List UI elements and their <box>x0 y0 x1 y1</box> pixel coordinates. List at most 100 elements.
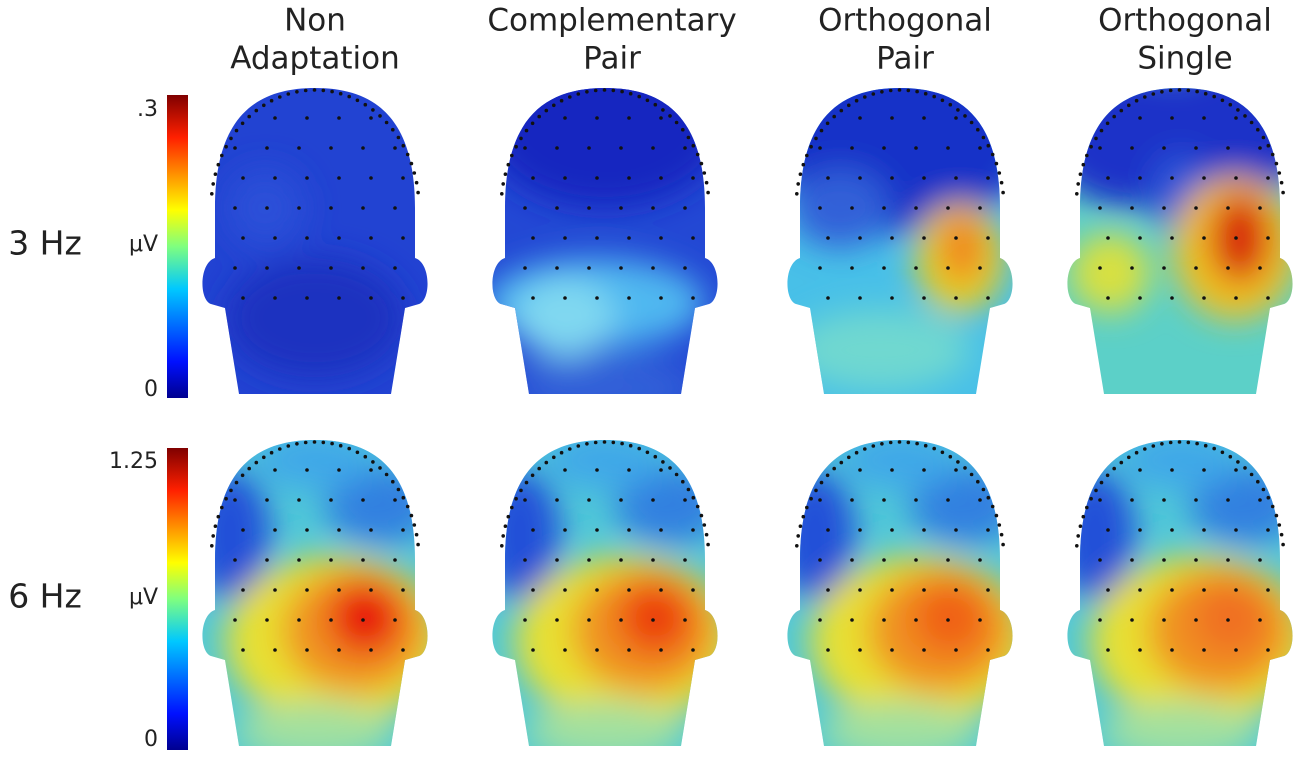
electrode <box>986 495 991 500</box>
electrode <box>1281 190 1285 195</box>
electrode <box>922 236 926 240</box>
electrode <box>1162 498 1166 502</box>
electrode <box>273 468 277 472</box>
electrode <box>914 498 918 502</box>
electrode <box>329 266 333 270</box>
electrode <box>1195 441 1199 446</box>
electrode <box>602 440 607 444</box>
electrode <box>818 498 822 502</box>
electrode <box>1270 152 1275 157</box>
electrode <box>1143 447 1147 451</box>
electrode <box>620 441 624 446</box>
head-map <box>202 440 428 746</box>
electrode <box>416 542 420 547</box>
electrode <box>273 648 277 652</box>
electrode <box>414 532 419 537</box>
field-blob <box>525 702 685 746</box>
electrode <box>563 528 567 532</box>
electrode <box>659 528 663 532</box>
scalp <box>202 440 428 746</box>
electrode <box>1130 618 1134 622</box>
electrode <box>890 236 894 240</box>
electrode <box>637 446 641 451</box>
electrode <box>948 102 953 107</box>
electrode <box>337 176 341 180</box>
electrode <box>691 143 696 148</box>
electrode <box>695 152 700 157</box>
electrode <box>595 176 599 180</box>
electrode <box>994 161 999 166</box>
electrode <box>946 618 950 622</box>
electrode <box>1228 454 1233 459</box>
electrode <box>1186 440 1191 445</box>
electrode <box>1234 588 1238 592</box>
electrode <box>858 116 862 120</box>
electrode <box>1098 266 1102 270</box>
electrode <box>1138 236 1142 240</box>
electrode <box>809 496 813 501</box>
electrode <box>1266 296 1270 300</box>
electrode <box>627 296 631 300</box>
electrode <box>514 496 518 501</box>
electrode <box>361 558 365 562</box>
electrode <box>1202 528 1206 532</box>
electrode <box>932 446 936 451</box>
electrode <box>506 162 511 167</box>
electrode <box>337 236 341 240</box>
electrode <box>683 498 687 502</box>
electrode <box>854 98 859 103</box>
electrode <box>1127 103 1131 108</box>
electrode <box>568 447 572 451</box>
electrode <box>338 443 343 448</box>
electrode <box>361 146 365 150</box>
electrode <box>286 92 291 96</box>
electrode <box>563 296 567 300</box>
electrode <box>1274 513 1279 518</box>
electrode <box>850 618 854 622</box>
electrode <box>1261 135 1266 140</box>
electrode <box>819 128 824 133</box>
electrode <box>510 505 514 510</box>
column-title: Complementary <box>487 3 736 39</box>
electrode <box>401 296 405 300</box>
electrode <box>818 266 822 270</box>
electrode <box>401 143 406 148</box>
electrode <box>330 441 334 446</box>
electrode <box>954 296 958 300</box>
electrode <box>932 94 936 99</box>
electrode <box>683 266 687 270</box>
field-blob <box>914 582 986 654</box>
electrode <box>1075 192 1079 196</box>
electrode <box>627 648 631 652</box>
electrode <box>825 473 830 478</box>
electrode <box>405 504 410 509</box>
electrode <box>363 102 368 107</box>
electrode <box>706 190 710 195</box>
electrode <box>880 442 884 446</box>
electrode <box>369 296 373 300</box>
electrode <box>1177 88 1182 92</box>
electrode <box>1170 176 1174 180</box>
electrode <box>801 514 806 519</box>
electrode <box>890 648 894 652</box>
electrode <box>233 618 237 622</box>
electrode <box>1105 473 1110 478</box>
electrode <box>361 206 365 210</box>
electrode <box>544 108 549 113</box>
electrode <box>1236 108 1240 112</box>
electrode <box>659 236 663 240</box>
electrode <box>858 648 862 652</box>
electrode <box>825 121 830 126</box>
electrode <box>976 479 980 484</box>
electrode <box>1170 236 1174 240</box>
electrode <box>1177 440 1182 444</box>
electrode <box>890 468 894 472</box>
electrode <box>1130 498 1134 502</box>
electrode <box>401 528 405 532</box>
electrode <box>990 152 995 157</box>
electrode <box>1098 498 1102 502</box>
electrode <box>858 528 862 532</box>
electrode <box>210 192 214 196</box>
electrode <box>805 505 809 510</box>
electrode <box>233 146 237 150</box>
